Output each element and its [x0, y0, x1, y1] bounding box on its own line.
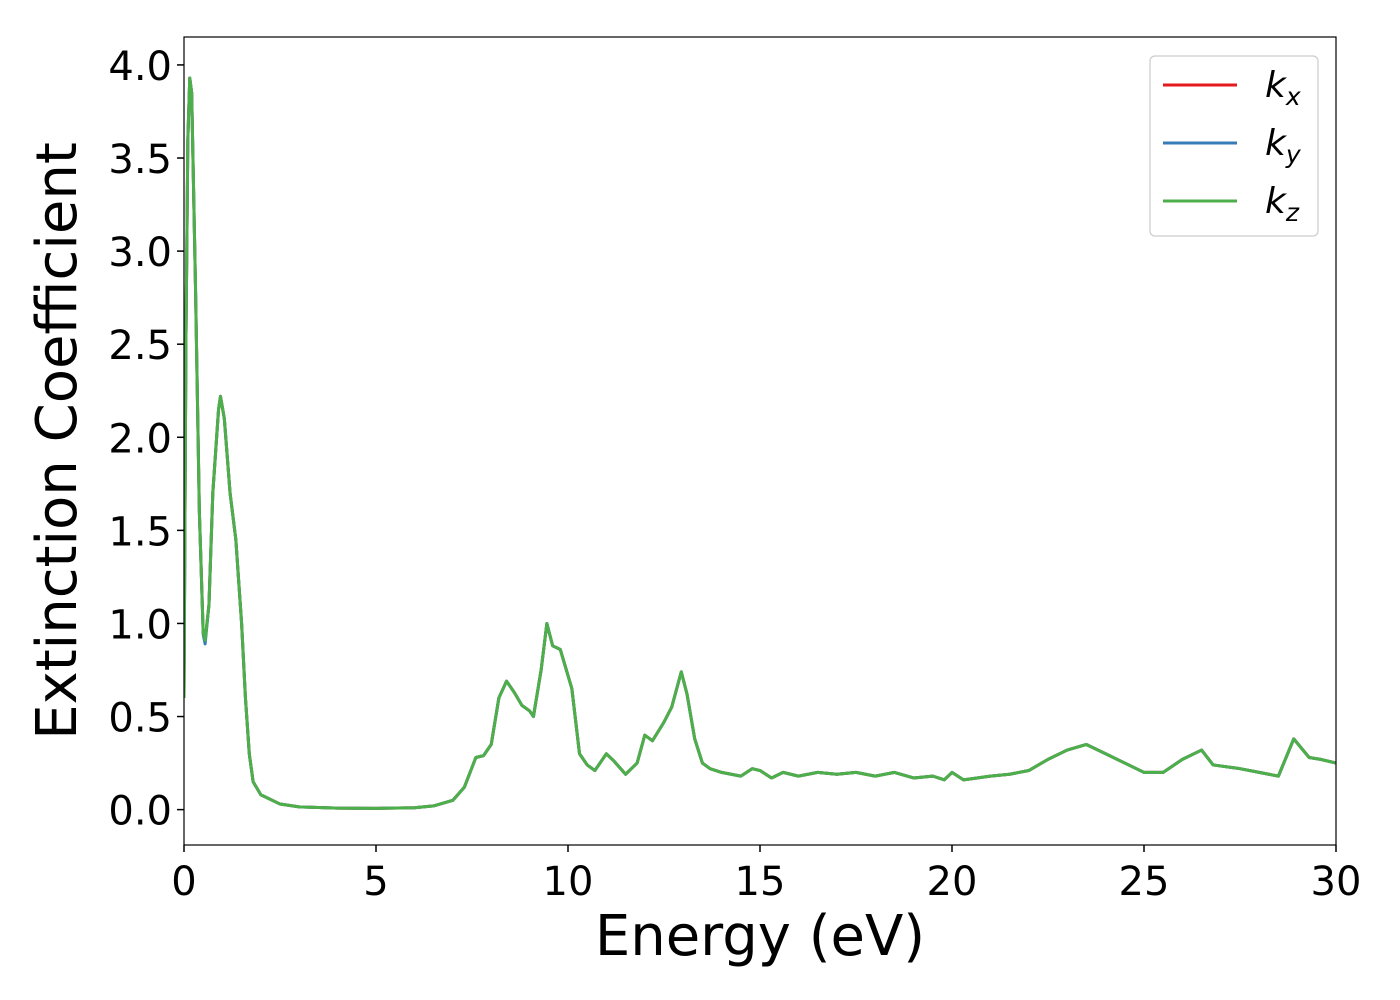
y-tick-label: 1.5: [108, 509, 172, 555]
y-tick-label: 3.0: [108, 230, 172, 276]
y-tick-label: 2.0: [108, 416, 172, 462]
x-tick-label: 0: [171, 859, 196, 905]
x-tick-label: 30: [1311, 859, 1362, 905]
legend-box: [1149, 55, 1319, 237]
plot-frame: [183, 36, 1337, 846]
y-tick-label: 1.0: [108, 602, 172, 648]
legend-label: ky: [1265, 123, 1302, 169]
x-tick-label: 5: [363, 859, 388, 905]
y-tick-label: 0.0: [108, 789, 172, 835]
legend-label: kx: [1265, 65, 1301, 111]
y-tick-label: 0.5: [108, 696, 172, 742]
y-tick-label: 3.5: [108, 137, 172, 183]
x-tick-label: 25: [1119, 859, 1170, 905]
x-tick-label: 15: [735, 859, 786, 905]
x-tick-label: 20: [927, 859, 978, 905]
y-tick-label: 4.0: [108, 44, 172, 90]
y-tick-label: 2.5: [108, 323, 172, 369]
series-line: [184, 76, 1336, 810]
y-axis-label: Extinction Coefficient: [25, 142, 90, 740]
x-axis-label: Energy (eV): [595, 904, 925, 969]
x-tick-label: 10: [543, 859, 594, 905]
legend-label: kz: [1265, 181, 1300, 227]
